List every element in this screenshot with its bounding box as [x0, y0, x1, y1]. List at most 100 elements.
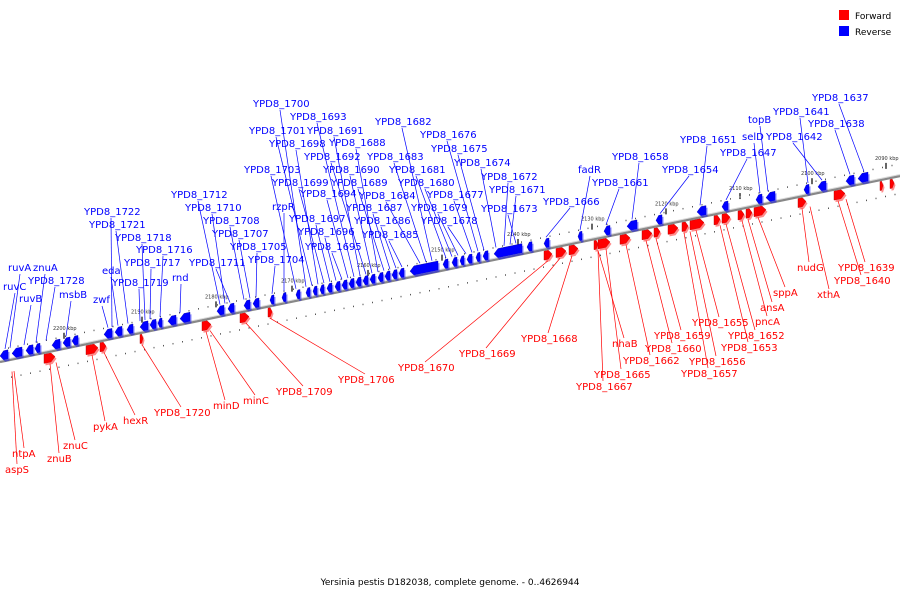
gene-label-ntpa: ntpA: [12, 449, 36, 460]
minor-tick: [429, 289, 430, 292]
reverse-gene-arrow: [603, 225, 611, 236]
reverse-gene-arrow: [398, 267, 405, 278]
reverse-gene-arrow: [765, 191, 776, 202]
minor-tick: [286, 319, 288, 321]
tick-label: 2160 kbp: [357, 263, 381, 269]
minor-tick: [711, 202, 712, 204]
forward-gene-arrow-shade: [101, 344, 108, 354]
reverse-gene-arrow-shade: [159, 320, 164, 330]
forward-gene-arrow-shade: [799, 199, 808, 210]
gene-label-ruva: ruvA: [8, 263, 31, 274]
minor-tick: [818, 209, 820, 211]
leader-line: [91, 354, 106, 422]
leader-line: [110, 276, 119, 326]
leader-line: [141, 243, 146, 321]
forward-gene-arrow: [689, 218, 705, 231]
gene-label-ansa: ansA: [760, 303, 785, 314]
minor-tick: [84, 331, 85, 334]
forward-gene-arrow-shade: [203, 322, 213, 333]
minor-tick: [654, 213, 655, 216]
minor-tick: [559, 233, 560, 235]
minor-tick: [771, 219, 772, 221]
leader-line: [13, 371, 25, 449]
leader-line: [457, 154, 485, 251]
minor-tick: [828, 207, 829, 209]
leader-line: [45, 286, 56, 341]
minor-tick: [182, 341, 183, 343]
minor-tick: [267, 323, 269, 325]
leader-line: [725, 223, 756, 331]
minor-tick: [372, 301, 373, 304]
gene-label-ypd8-1655: YPD8_1655: [691, 318, 749, 329]
reverse-gene-arrow-shade: [343, 281, 349, 292]
reverse-gene-arrow: [252, 297, 260, 308]
leader-line: [385, 201, 421, 264]
leader-line: [197, 200, 221, 305]
reverse-gene-arrow: [857, 171, 869, 183]
gene-label-ypd8-1709: YPD8_1709: [275, 387, 333, 398]
reverse-gene-arrow-shade: [73, 337, 80, 348]
leader-line: [507, 214, 517, 244]
minor-tick: [391, 297, 392, 300]
reverse-gene-arrow-shade: [336, 283, 342, 293]
minor-tick: [552, 264, 554, 266]
leader-line: [401, 127, 433, 261]
reverse-gene-arrow: [817, 180, 827, 191]
reverse-gene-arrow: [369, 273, 376, 284]
minor-tick: [236, 300, 237, 302]
gene-label-topb: topB: [748, 115, 771, 126]
leader-line: [447, 226, 467, 254]
forward-gene-arrow: [239, 312, 250, 324]
gene-label-mind: minD: [213, 401, 240, 412]
minor-tick: [685, 236, 687, 239]
leader-line: [683, 232, 709, 369]
forward-gene-arrow-shade: [669, 226, 680, 237]
minor-tick: [581, 258, 582, 261]
minor-tick: [863, 170, 864, 173]
forward-gene-arrow: [833, 189, 846, 201]
leader-line: [229, 226, 245, 300]
minor-tick: [315, 313, 316, 316]
forward-gene-arrow-shade: [241, 314, 251, 325]
reverse-genes: [0, 171, 870, 362]
gene-label-ypd8-1685: YPD8_1685: [361, 230, 419, 241]
reverse-gene-arrow-shade: [254, 300, 261, 310]
minor-tick: [388, 268, 389, 271]
gene-label-ypd8-1676: YPD8_1676: [419, 130, 477, 141]
minor-tick: [790, 215, 791, 217]
reverse-gene-arrow: [696, 205, 707, 216]
leader-line: [645, 240, 673, 344]
reverse-gene-arrow-shade: [36, 345, 42, 355]
forward-gene-arrow-shade: [691, 220, 706, 232]
gene-label-ypd8-1637: YPD8_1637: [811, 93, 869, 104]
leader-line: [659, 175, 690, 214]
minor-tick: [825, 178, 826, 180]
forward-gene-arrow-shade: [87, 346, 100, 357]
leader-line: [801, 208, 810, 263]
gene-label-ruvb: ruvB: [19, 294, 42, 305]
minor-tick: [571, 260, 573, 263]
leader-line: [316, 122, 355, 277]
gene-label-ypd8-1665: YPD8_1665: [593, 370, 651, 381]
gene-label-ypd8-1640: YPD8_1640: [833, 276, 891, 287]
minor-tick: [160, 315, 161, 318]
minor-tick: [77, 362, 79, 365]
minor-tick: [875, 197, 877, 200]
minor-tick: [172, 342, 174, 345]
leader-line: [809, 206, 830, 290]
leader-line: [333, 136, 361, 276]
minor-tick: [616, 221, 617, 224]
minor-tick: [492, 247, 494, 249]
minor-tick: [590, 256, 592, 259]
gene-label-seld: selD: [742, 132, 764, 143]
minor-tick: [248, 327, 250, 329]
reverse-gene-arrow: [243, 299, 251, 310]
gene-label-ypd8-1708: YPD8_1708: [202, 216, 260, 227]
reverse-gene-arrow-shade: [1, 351, 10, 362]
leader-line: [453, 200, 473, 253]
forward-gene-arrow: [653, 227, 661, 238]
minor-tick: [780, 217, 782, 219]
leader-line: [238, 239, 251, 299]
leader-line: [270, 175, 297, 289]
gene-label-ypd8-1698: YPD8_1698: [268, 139, 326, 150]
